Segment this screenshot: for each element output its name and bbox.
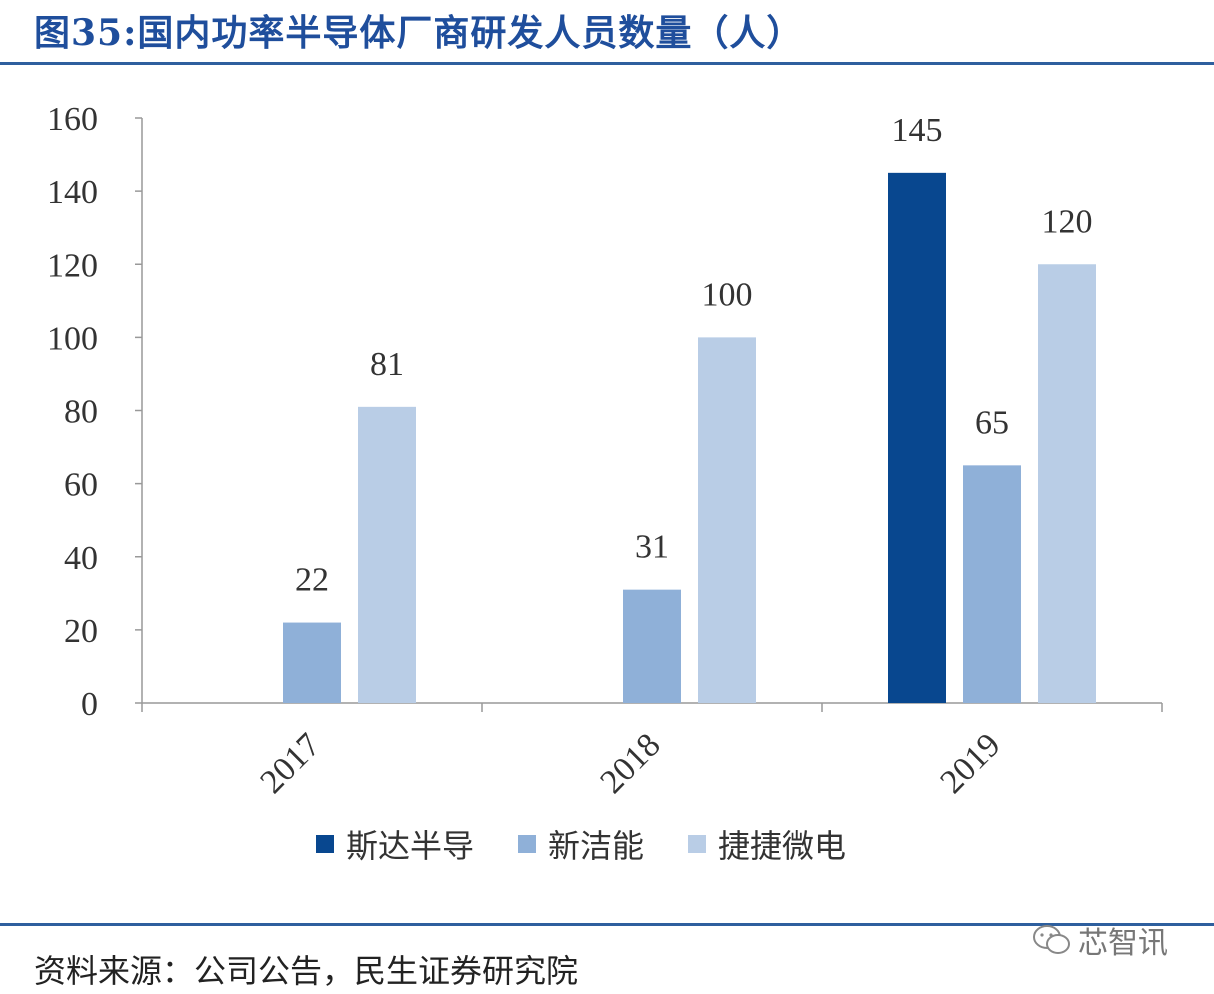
legend-item: 新洁能 [518, 821, 644, 867]
bar-2018-1 [623, 589, 681, 703]
data-label: 22 [295, 562, 329, 599]
x-tick-label: 2017 [253, 726, 327, 800]
top-rule [0, 62, 1214, 65]
legend-label: 斯达半导 [346, 827, 475, 865]
bar-2019-0 [888, 172, 946, 703]
bar-2017-2 [358, 406, 416, 703]
y-tick-label: 40 [64, 540, 98, 577]
y-tick-label: 60 [64, 467, 98, 504]
y-tick-label: 80 [64, 394, 98, 431]
legend-label: 捷捷微电 [718, 827, 847, 865]
y-tick-label: 100 [47, 320, 98, 357]
bar-2019-1 [963, 465, 1021, 703]
y-tick-label: 120 [47, 247, 98, 284]
watermark-text: 芯智讯 [1078, 926, 1168, 961]
source-note: 资料来源：公司公告，民生证券研究院 [34, 952, 579, 990]
legend-item: 捷捷微电 [688, 821, 846, 867]
x-tick-label: 2019 [933, 726, 1007, 800]
wechat-icon [1033, 925, 1070, 954]
legend-swatch [518, 835, 537, 853]
x-axis: 2017 2018 2019 [141, 702, 1163, 801]
y-axis: 0 20 40 60 80 100 120 140 160 [47, 101, 143, 723]
y-tick-label: 160 [47, 101, 98, 138]
bars [283, 172, 1096, 703]
bar-chart: 0 20 40 60 80 100 120 140 160 2017 2018 2019 22 81 3… [47, 101, 1163, 801]
data-label: 100 [702, 276, 753, 313]
bar-2017-1 [283, 622, 341, 703]
legend-swatch [316, 835, 334, 853]
data-label: 120 [1042, 203, 1093, 240]
bar-2018-2 [698, 337, 756, 703]
bottom-rule [0, 923, 1214, 926]
y-tick-label: 140 [47, 174, 98, 211]
legend-label: 新洁能 [548, 827, 645, 865]
data-label: 65 [975, 404, 1009, 441]
chart-title: 图35:国内功率半导体厂商研发人员数量（人） [34, 12, 804, 54]
y-tick-label: 0 [81, 686, 98, 723]
watermark: 芯智讯 [1032, 918, 1168, 962]
data-label: 145 [892, 112, 943, 149]
data-label: 81 [370, 346, 404, 383]
x-tick-label: 2018 [593, 726, 667, 800]
data-labels: 22 81 31 100 145 65 120 [295, 112, 1093, 599]
legend-item: 斯达半导 [316, 821, 474, 867]
chart-legend: 斯达半导 新洁能 捷捷微电 [316, 820, 890, 868]
y-tick-label: 20 [64, 613, 98, 650]
bar-2019-2 [1038, 264, 1096, 703]
legend-swatch [688, 835, 707, 853]
data-label: 31 [635, 529, 669, 566]
